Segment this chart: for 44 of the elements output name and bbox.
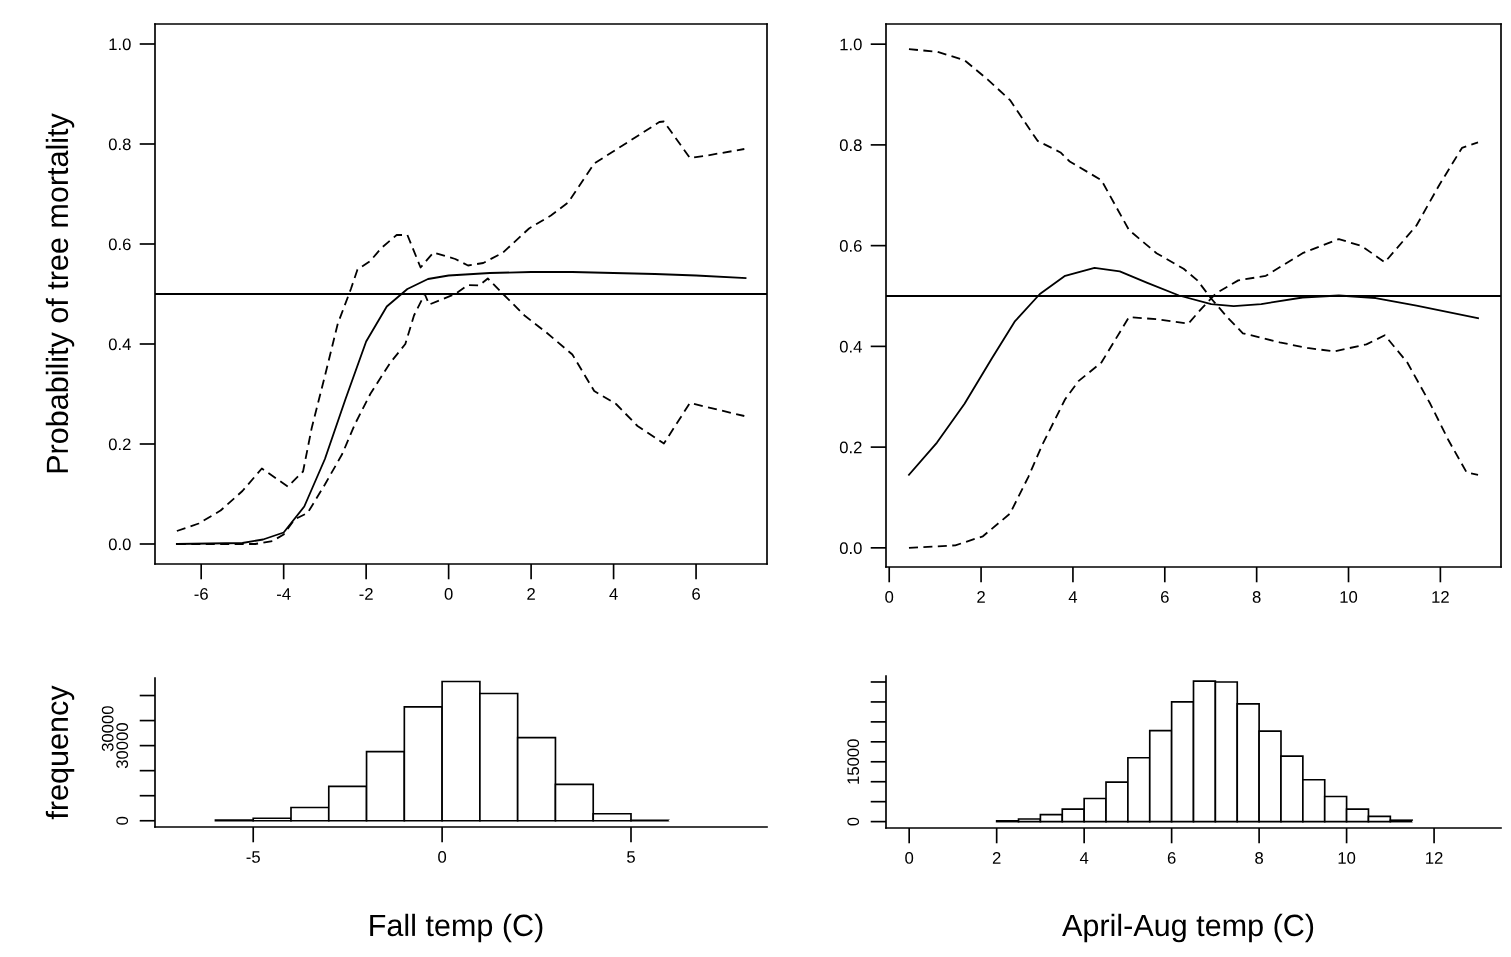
x-tick-label: 6 bbox=[1167, 852, 1176, 864]
x-axis-title: April-Aug temp (C) bbox=[1062, 913, 1314, 943]
x-tick-label: 5 bbox=[627, 851, 635, 863]
x-tick-label: 4 bbox=[609, 588, 618, 600]
x-tick-label: 10 bbox=[1338, 852, 1356, 864]
x-tick-label: 8 bbox=[1252, 591, 1261, 603]
x-tick-label: -2 bbox=[359, 588, 373, 600]
y-tick-label: 0.4 bbox=[839, 340, 862, 353]
x-tick-label: 6 bbox=[692, 588, 700, 600]
x-tick-label: -5 bbox=[246, 851, 260, 863]
y-tick-label: 0.4 bbox=[108, 338, 131, 351]
x-tick-label: 2 bbox=[977, 591, 985, 603]
y-tick-label: 0.6 bbox=[108, 238, 131, 251]
x-tick-label: 12 bbox=[1432, 591, 1449, 603]
y-tick-label: 0 bbox=[847, 817, 860, 826]
y-tick-label: 1.0 bbox=[109, 38, 131, 51]
x-tick-label: 12 bbox=[1426, 852, 1443, 864]
x-tick-label: -6 bbox=[194, 588, 208, 600]
y-tick-label: 15000 bbox=[847, 739, 860, 784]
x-tick-label: 0 bbox=[444, 588, 453, 600]
y-tick-label: 0.8 bbox=[108, 138, 131, 151]
x-axis-title: Fall temp (C) bbox=[370, 913, 543, 943]
y-tick-label: 0.0 bbox=[108, 538, 131, 551]
x-tick-label: 0 bbox=[438, 851, 447, 863]
y-tick-label: 30000 bbox=[116, 723, 129, 769]
y-tick-label: 0 bbox=[116, 816, 129, 825]
y-tick-label: 0.2 bbox=[839, 441, 862, 454]
y-axis-title: Probability of tree mortality bbox=[45, 113, 75, 473]
x-tick-label: 8 bbox=[1255, 852, 1264, 864]
y-tick-label: 0.6 bbox=[839, 240, 862, 252]
y-tick-label: 0.2 bbox=[108, 438, 131, 451]
x-tick-label: -4 bbox=[277, 588, 291, 600]
x-tick-label: 2 bbox=[527, 588, 535, 600]
x-tick-label: 4 bbox=[1079, 852, 1089, 864]
x-tick-label: 2 bbox=[992, 852, 1001, 864]
y-axis-title: frequency bbox=[45, 685, 75, 820]
x-tick-label: 6 bbox=[1161, 591, 1169, 603]
y-tick-label: 0.8 bbox=[839, 139, 862, 152]
x-tick-label: 0 bbox=[885, 591, 894, 603]
y-tick-label: 0.0 bbox=[839, 542, 862, 555]
x-tick-label: 10 bbox=[1340, 591, 1358, 603]
x-tick-label: 0 bbox=[905, 852, 914, 864]
x-tick-label: 4 bbox=[1068, 591, 1078, 603]
y-tick-label: 1.0 bbox=[840, 38, 862, 51]
